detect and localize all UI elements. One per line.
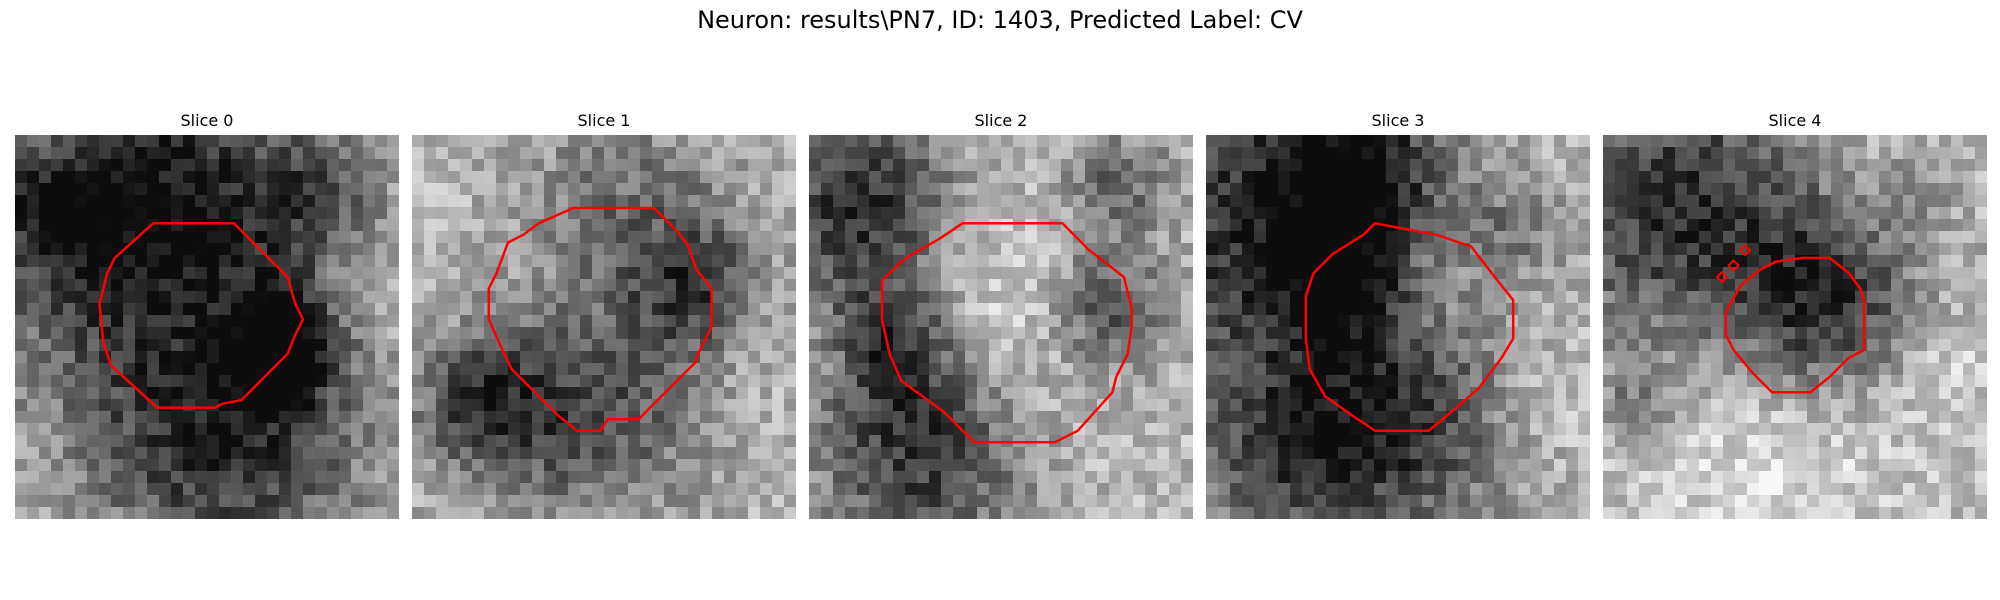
slice-image-4	[1603, 135, 1987, 519]
segmentation-contour	[487, 206, 713, 432]
slice-image-0	[15, 135, 399, 519]
pixel-grid	[412, 135, 796, 519]
slice-image-2	[809, 135, 1193, 519]
slice-panel-1: Slice 1	[412, 110, 796, 519]
slice-image-3	[1206, 135, 1590, 519]
slice-title-1: Slice 1	[577, 111, 631, 130]
segmentation-contour	[1304, 222, 1515, 432]
figure-title: Neuron: results\PN7, ID: 1403, Predicted…	[697, 6, 1303, 34]
pixel-grid	[809, 135, 1193, 519]
segmentation-contour	[880, 222, 1133, 444]
contour-marker-2	[1738, 243, 1752, 257]
slice-panel-3: Slice 3	[1206, 110, 1590, 519]
pixel-grid	[15, 135, 399, 519]
slice-title-3: Slice 3	[1371, 111, 1425, 130]
contour-marker-0	[1715, 270, 1729, 284]
pixel-grid	[1603, 135, 1987, 519]
slice-panel-0: Slice 0	[15, 110, 399, 519]
pixel-grid	[1206, 135, 1590, 519]
slice-title-0: Slice 0	[180, 111, 234, 130]
slice-panel-4: Slice 4	[1603, 110, 1987, 519]
contour-marker-1	[1727, 259, 1740, 272]
slice-title-4: Slice 4	[1768, 111, 1822, 130]
slice-image-1	[412, 135, 796, 519]
slice-panel-2: Slice 2	[809, 110, 1193, 519]
slice-title-2: Slice 2	[974, 111, 1028, 130]
segmentation-contour	[98, 222, 305, 409]
segmentation-contour	[1724, 256, 1866, 394]
